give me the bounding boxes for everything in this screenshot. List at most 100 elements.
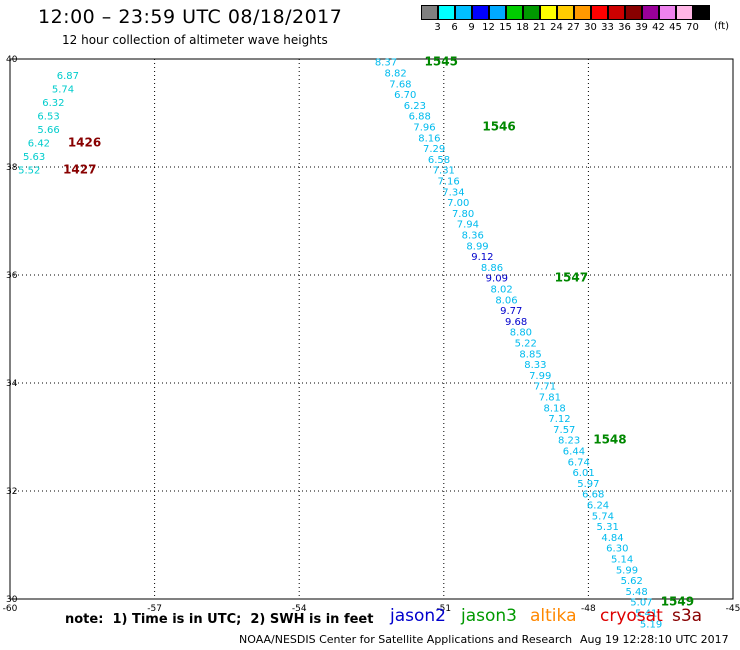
legend-label: 36 <box>618 22 631 33</box>
pass-time-label: 1547 <box>555 271 588 285</box>
swh-value: 8.37 <box>375 58 397 69</box>
swh-value: 7.96 <box>413 123 435 134</box>
y-tick-label: 40 <box>6 55 18 65</box>
map-title: 12:00 – 23:59 UTC 08/18/2017 <box>38 6 343 28</box>
y-tick-label: 30 <box>6 595 18 605</box>
legend-swatch <box>455 5 472 20</box>
swh-value: 7.81 <box>539 393 561 404</box>
swh-value: 8.82 <box>384 69 406 80</box>
swh-value: 7.71 <box>534 382 556 393</box>
legend-swatch <box>625 5 642 20</box>
satellite-label-altika: altika <box>530 606 577 626</box>
legend-label: 3 <box>434 22 441 33</box>
swh-value: 7.34 <box>442 187 464 198</box>
swh-value: 6.44 <box>563 447 585 458</box>
swh-value: 7.16 <box>437 177 459 188</box>
legend-label: 70 <box>686 22 699 33</box>
swh-value: 7.80 <box>452 209 474 220</box>
swh-value: 5.31 <box>597 522 619 533</box>
legend-label: 18 <box>516 22 529 33</box>
swh-value: 7.99 <box>529 371 551 382</box>
legend-color-scale <box>421 5 710 20</box>
swh-value: 6.32 <box>42 98 64 109</box>
swh-value: 5.41 <box>635 609 657 620</box>
swh-value: 5.48 <box>625 587 647 598</box>
swh-value: 8.80 <box>510 328 532 339</box>
legend-label: 6 <box>451 22 458 33</box>
legend-swatch <box>693 5 710 20</box>
legend-label: 12 <box>482 22 495 33</box>
x-tick-label: -45 <box>726 604 740 614</box>
swh-value: 6.42 <box>28 139 50 150</box>
pass-time-label: 1549 <box>661 595 694 609</box>
swh-value: 6.58 <box>428 155 450 166</box>
legend-label: 42 <box>652 22 665 33</box>
swh-value: 8.23 <box>558 436 580 447</box>
satellite-label-jason2: jason2 <box>390 606 446 626</box>
swh-value: 7.12 <box>548 414 570 425</box>
legend-swatch <box>421 5 438 20</box>
swh-value: 8.85 <box>519 349 541 360</box>
swh-value: 8.86 <box>481 263 503 274</box>
swh-value: 9.09 <box>486 274 508 285</box>
satellite-label-jason3: jason3 <box>461 606 517 626</box>
swh-value: 4.84 <box>601 533 623 544</box>
legend-swatch <box>676 5 693 20</box>
legend-label: 39 <box>635 22 648 33</box>
legend-swatch <box>540 5 557 20</box>
legend-label: 30 <box>584 22 597 33</box>
swh-value: 5.52 <box>18 166 40 177</box>
swh-value: 5.97 <box>577 479 599 490</box>
legend-swatch <box>574 5 591 20</box>
legend-label: 15 <box>499 22 512 33</box>
generation-timestamp: Aug 19 12:28:10 UTC 2017 <box>580 633 729 646</box>
swh-value: 7.68 <box>389 79 411 90</box>
swh-value: 5.22 <box>515 339 537 350</box>
swh-value: 8.36 <box>462 231 484 242</box>
swh-value: 5.63 <box>23 152 45 163</box>
satellite-label-s3a: s3a <box>672 606 703 626</box>
swh-value: 8.18 <box>544 403 566 414</box>
legend-swatch <box>608 5 625 20</box>
legend-swatch <box>438 5 455 20</box>
legend-unit: (ft) <box>714 21 730 32</box>
legend-swatch <box>472 5 489 20</box>
swh-value: 6.53 <box>37 112 59 123</box>
legend-label: 9 <box>468 22 475 33</box>
swh-value: 8.02 <box>491 285 513 296</box>
swh-value: 6.74 <box>568 457 590 468</box>
x-tick-label: -51 <box>436 604 451 614</box>
swh-value: 5.19 <box>640 619 662 630</box>
legend-swatch <box>557 5 574 20</box>
swh-value: 5.14 <box>611 555 633 566</box>
legend-swatch <box>489 5 506 20</box>
legend-swatch <box>642 5 659 20</box>
swh-value: 7.00 <box>447 198 469 209</box>
swh-value: 5.07 <box>630 598 652 609</box>
swh-value: 8.16 <box>418 133 440 144</box>
color-legend: 3 6 9 12 15 18 21 24 27 30 33 36 39 42 45 70 <box>421 5 710 34</box>
legend-swatch <box>659 5 676 20</box>
swh-value: 9.12 <box>471 252 493 263</box>
swh-value: 5.74 <box>592 511 614 522</box>
swh-value: 5.66 <box>37 125 59 136</box>
swh-value: 6.87 <box>57 71 79 82</box>
swh-value: 9.77 <box>500 306 522 317</box>
legend-labels: 3 6 9 12 15 18 21 24 27 30 33 36 39 42 45 70 <box>421 20 710 34</box>
x-tick-label: -54 <box>292 604 307 614</box>
credit-line: NOAA/NESDIS Center for Satellite Applica… <box>239 633 573 646</box>
footnote: note: 1) Time is in UTC; 2) SWH is in fe… <box>65 612 374 627</box>
swh-value: 6.70 <box>394 90 416 101</box>
x-tick-label: -60 <box>3 604 18 614</box>
legend-label: 21 <box>533 22 546 33</box>
swh-value: 8.33 <box>524 360 546 371</box>
swh-value: 6.88 <box>409 112 431 123</box>
swh-value: 6.68 <box>582 490 604 501</box>
legend-label: 45 <box>669 22 682 33</box>
pass-time-label: 1545 <box>425 55 458 69</box>
y-tick-label: 34 <box>6 379 18 389</box>
swh-value: 8.06 <box>495 295 517 306</box>
swh-value: 7.31 <box>433 166 455 177</box>
x-tick-label: -48 <box>581 604 596 614</box>
